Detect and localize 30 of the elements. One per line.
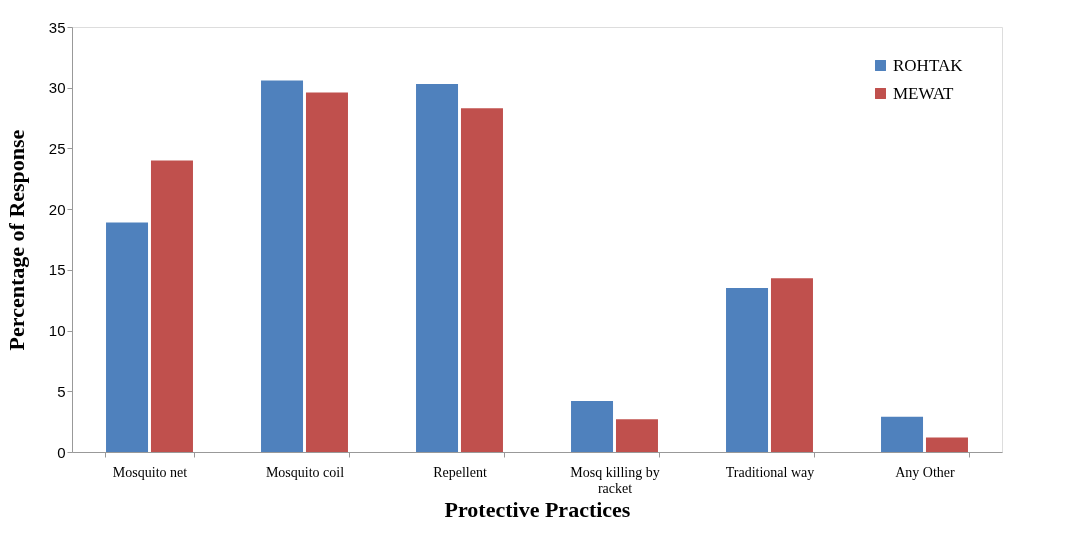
legend-label: MEWAT	[893, 83, 955, 103]
bar	[416, 84, 459, 452]
legend-label: ROHTAK	[893, 55, 964, 75]
bar	[770, 278, 813, 452]
bar	[150, 160, 193, 452]
x-tick-label: Mosq killing by racket	[570, 464, 660, 496]
bar	[460, 108, 503, 452]
bar	[615, 419, 658, 452]
y-tick-label: 15	[48, 261, 66, 279]
bar	[305, 92, 348, 452]
y-tick-label: 25	[48, 139, 66, 157]
y-tick-label: 30	[48, 79, 66, 97]
y-axis-title: Percentage of Response	[3, 129, 29, 351]
bar	[925, 437, 968, 452]
y-tick-label: 35	[48, 18, 66, 36]
x-tick-label: Traditional way	[725, 464, 815, 480]
x-tick-label: Mosquito coil	[265, 464, 345, 480]
bar	[106, 222, 149, 452]
x-axis-title: Protective Practices	[444, 496, 631, 522]
x-tick-label: Repellent	[433, 464, 487, 480]
bar	[261, 80, 304, 452]
x-tick-label: Any Other	[895, 464, 956, 480]
bar	[881, 416, 924, 452]
bar	[571, 401, 614, 452]
y-tick-label: 20	[48, 200, 66, 218]
y-tick-label: 5	[57, 382, 66, 400]
y-tick-label: 10	[48, 322, 66, 340]
bar	[726, 288, 769, 452]
y-tick-label: 0	[57, 443, 66, 461]
x-tick-label: Mosquito net	[112, 464, 188, 480]
